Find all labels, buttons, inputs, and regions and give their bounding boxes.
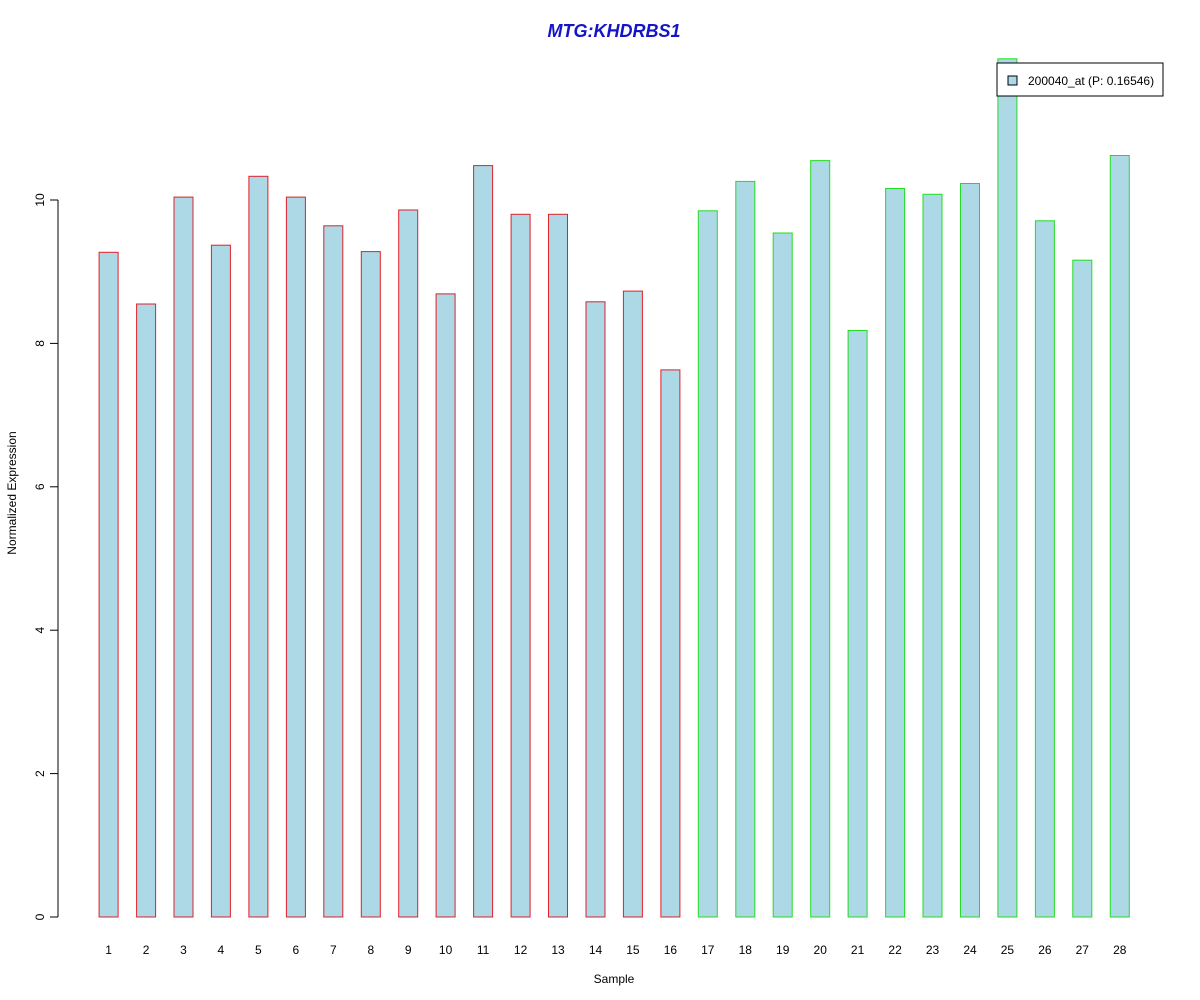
- x-tick-label: 7: [330, 943, 337, 957]
- x-axis-label: Sample: [594, 972, 635, 986]
- x-tick-label: 12: [514, 943, 528, 957]
- bar-sample-13: [548, 213, 568, 918]
- x-tick-label: 9: [405, 943, 412, 957]
- bar-sample-17: [697, 210, 718, 918]
- x-tick-label: 14: [589, 943, 603, 957]
- x-tick-label: 17: [701, 943, 715, 957]
- bar-sample-14: [585, 301, 606, 918]
- x-tick-label: 3: [180, 943, 187, 957]
- chart-title: MTG:KHDRBS1: [548, 21, 681, 41]
- bar-sample-5: [248, 175, 269, 918]
- bar-sample-22: [885, 188, 906, 918]
- bar-sample-12: [510, 213, 531, 918]
- x-tick-label: 6: [293, 943, 300, 957]
- x-tick-label: 8: [367, 943, 374, 957]
- bar-sample-28: [1109, 155, 1130, 918]
- bar-sample-9: [398, 209, 419, 918]
- y-axis: 0 2 4 6 8 10: [33, 193, 59, 920]
- y-tick-label: 8: [33, 340, 47, 347]
- bar-sample-8: [360, 251, 381, 918]
- x-tick-label: 5: [255, 943, 262, 957]
- x-tick-label: 22: [888, 943, 902, 957]
- bar-sample-20: [810, 160, 831, 918]
- x-tick-label: 2: [143, 943, 150, 957]
- y-tick-label: 6: [33, 483, 47, 490]
- bar-sample-15: [622, 290, 643, 918]
- bars-group: [98, 58, 1130, 918]
- x-tick-label: 24: [963, 943, 977, 957]
- legend-swatch: [1007, 75, 1018, 86]
- bar-sample-2: [136, 303, 157, 918]
- x-tick-label: 10: [439, 943, 453, 957]
- x-tick-label: 1: [105, 943, 112, 957]
- x-tick-label: 28: [1113, 943, 1127, 957]
- y-tick-label: 2: [33, 770, 47, 777]
- bar-sample-11: [473, 165, 494, 918]
- bar-sample-1: [98, 251, 119, 918]
- bar-sample-3: [173, 196, 194, 918]
- x-tick-label: 11: [477, 943, 490, 957]
- bar-sample-4: [210, 244, 231, 918]
- x-tick-label: 19: [776, 943, 790, 957]
- y-tick-label: 10: [33, 193, 47, 207]
- bar-sample-18: [735, 180, 756, 918]
- x-tick-labels: 1 2 3 4 5 6 7 8 9 10 11 12 13 14 15 16 17 18 19 20 21 22 23 24 2…: [105, 943, 1127, 957]
- bar-sample-6: [285, 196, 306, 918]
- bar-sample-24: [960, 183, 980, 918]
- legend: 200040_at (P: 0.16546): [996, 62, 1164, 97]
- bar-sample-27: [1072, 259, 1093, 918]
- x-tick-label: 13: [551, 943, 565, 957]
- bar-sample-16: [660, 369, 681, 918]
- y-tick-label: 0: [33, 913, 47, 920]
- bar-sample-19: [772, 232, 793, 918]
- x-tick-label: 16: [664, 943, 678, 957]
- x-tick-label: 21: [851, 943, 865, 957]
- bar-sample-23: [922, 193, 943, 918]
- bar-sample-10: [435, 293, 456, 918]
- x-tick-label: 20: [814, 943, 828, 957]
- x-tick-label: 4: [218, 943, 225, 957]
- x-tick-label: 15: [626, 943, 640, 957]
- legend-label: 200040_at (P: 0.16546): [1028, 74, 1154, 88]
- x-tick-label: 23: [926, 943, 940, 957]
- bar-sample-7: [323, 225, 344, 918]
- y-axis-label: Normalized Expression: [5, 431, 19, 554]
- legend-box: [996, 62, 1164, 97]
- x-tick-label: 18: [739, 943, 753, 957]
- bar-sample-25: [997, 58, 1018, 918]
- y-tick-label: 4: [33, 627, 47, 634]
- bar-sample-21: [847, 330, 868, 918]
- x-tick-label: 27: [1076, 943, 1090, 957]
- bar-sample-26: [1034, 220, 1055, 918]
- x-tick-label: 25: [1001, 943, 1015, 957]
- x-tick-label: 26: [1038, 943, 1052, 957]
